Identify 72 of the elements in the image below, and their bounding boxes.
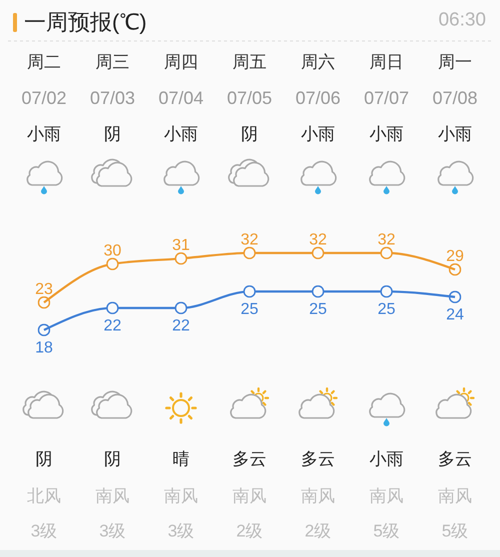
point [312, 285, 324, 298]
x-tick-label: 周三 [96, 52, 130, 72]
point [312, 246, 324, 260]
text: 晴 [172, 450, 190, 468]
text: 5级 [373, 522, 400, 540]
text: 07/07 [364, 88, 410, 108]
text: 07/05 [226, 88, 272, 108]
text: 阴 [104, 450, 121, 468]
point [380, 285, 393, 298]
x-tick-label: 周二 [27, 52, 61, 72]
text: 小雨 [370, 450, 404, 468]
text: 3级 [168, 522, 194, 540]
data-label: 25 [240, 301, 258, 318]
text: 06:30 [438, 10, 486, 30]
data-label: 31 [172, 237, 190, 254]
text: 南风 [370, 486, 404, 506]
text: 多云 [301, 450, 335, 468]
text: 小雨 [27, 124, 61, 144]
x-tick-label: 周一 [438, 52, 472, 72]
text: 07/03 [90, 88, 136, 108]
text: 小雨 [438, 124, 472, 144]
data-label: 22 [104, 318, 122, 334]
data-label: 32 [378, 232, 396, 248]
data-label: 29 [446, 248, 464, 265]
data-label: 23 [35, 281, 53, 298]
text: 北风 [27, 486, 61, 506]
data-label: 32 [309, 232, 327, 248]
text: 阴 [36, 450, 52, 468]
text: 南风 [164, 486, 198, 506]
text: 阴 [104, 124, 121, 144]
x-tick-label: 周六 [301, 52, 335, 72]
text: 07/06 [295, 88, 341, 108]
point [174, 252, 188, 265]
text: 南风 [301, 486, 335, 506]
x-tick-label: 周四 [164, 52, 198, 72]
point [174, 302, 188, 314]
text: 5级 [442, 522, 468, 540]
data-label: 32 [240, 232, 258, 248]
x-tick-label: 周五 [232, 52, 266, 72]
text: 南风 [438, 486, 472, 506]
data-label: 30 [104, 242, 122, 260]
text: 2级 [236, 522, 263, 540]
data-label: 18 [35, 340, 53, 356]
text: 小雨 [301, 124, 335, 144]
text: 多云 [438, 450, 472, 468]
text: 小雨 [164, 124, 198, 144]
point [38, 296, 50, 309]
text: 3级 [30, 522, 58, 540]
point [106, 258, 119, 270]
text: 2级 [304, 522, 332, 540]
point [38, 324, 50, 336]
text: 07/08 [432, 88, 478, 108]
text: 南风 [232, 486, 266, 506]
point [380, 246, 393, 260]
point [448, 263, 462, 276]
data-label: 22 [172, 318, 190, 334]
x-tick-label: 周日 [370, 52, 404, 72]
chart-title: 一周预报(℃) [24, 10, 147, 34]
text: 07/02 [21, 88, 67, 108]
point [243, 285, 256, 298]
text: 07/04 [158, 88, 204, 108]
text: 南风 [96, 486, 130, 506]
text: 阴 [241, 124, 258, 144]
text: 3级 [99, 522, 126, 540]
point [106, 302, 119, 314]
text: 多云 [232, 450, 266, 468]
point [243, 246, 256, 260]
data-label: 25 [378, 301, 396, 318]
text: 小雨 [370, 124, 404, 144]
data-label: 25 [309, 301, 327, 318]
point [448, 290, 462, 304]
data-label: 24 [446, 306, 464, 324]
